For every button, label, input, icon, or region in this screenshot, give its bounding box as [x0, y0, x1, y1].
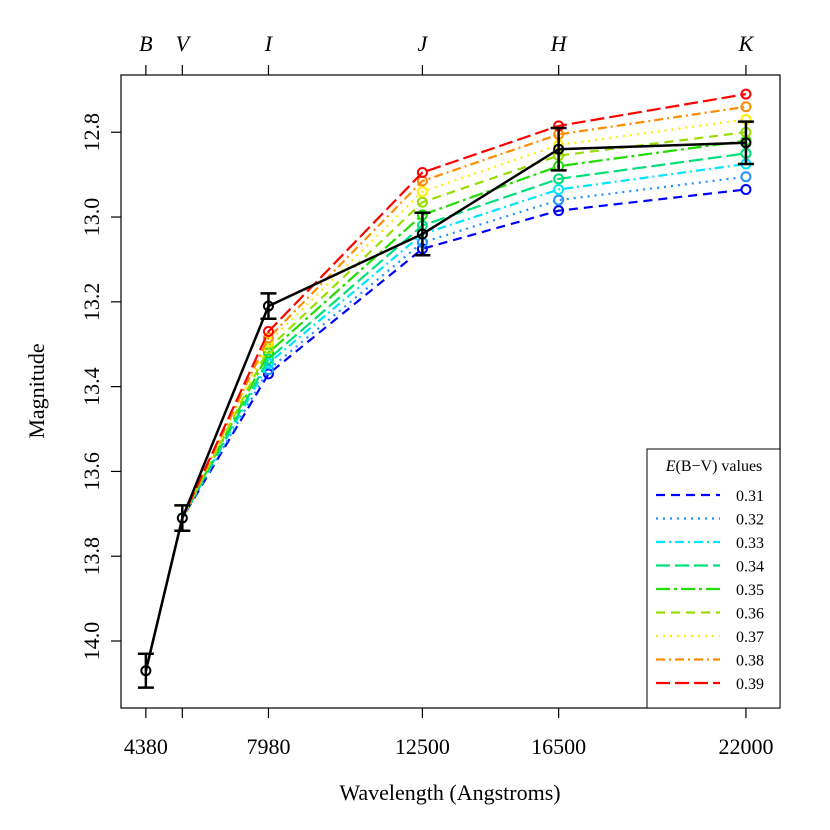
- legend-item-0.34: 0.34: [656, 559, 764, 576]
- observed-point-4: [550, 126, 567, 172]
- legend-item-0.31: 0.31: [656, 488, 764, 505]
- legend-label-0.33: 0.33: [736, 535, 764, 552]
- series-line-0.32: [144, 175, 747, 671]
- band-label-H: H: [550, 31, 568, 56]
- y-tick-label-5: 13.8: [79, 537, 104, 576]
- series-line-0.33: [144, 162, 747, 671]
- y-tick-label-0: 12.8: [79, 113, 104, 152]
- series-point-0.39-0: [262, 326, 274, 338]
- observed-point-2: [260, 292, 277, 321]
- series-point-0.34-2: [553, 173, 565, 185]
- series-point-0.31-0: [262, 368, 274, 380]
- series-point-0.38-3: [740, 101, 752, 113]
- series-point-0.32-3: [740, 171, 752, 183]
- series-line-0.36: [144, 131, 747, 671]
- legend-item-0.33: 0.33: [656, 535, 764, 552]
- observed-layer: [137, 120, 754, 689]
- legend-label-0.34: 0.34: [736, 559, 764, 576]
- observed-marker-4: [553, 143, 565, 155]
- legend-title-argument: (B−V): [676, 458, 718, 475]
- observed-marker-2: [262, 300, 274, 312]
- legend-title-variable: E: [665, 458, 676, 475]
- legend-title: E(B−V) values: [665, 458, 763, 475]
- y-axis: 12.8 13.0 13.2 13.4 13.6 13.8 14.0: [79, 113, 121, 660]
- plot-frame: [120, 74, 781, 709]
- observed-point-0: [137, 652, 154, 689]
- series-point-0.32-2: [553, 194, 565, 206]
- band-label-I: I: [264, 31, 274, 56]
- legend-label-0.35: 0.35: [736, 582, 764, 599]
- observed-marker-3: [416, 228, 428, 240]
- y-tick-label-6: 14.0: [79, 622, 104, 661]
- series-point-0.33-2: [553, 183, 565, 195]
- legend-title-suffix: values: [717, 458, 762, 475]
- series-line-0.31: [144, 188, 747, 671]
- series-point-0.37-1: [416, 186, 428, 198]
- plot-frame-group: [120, 74, 781, 709]
- band-label-K: K: [738, 31, 755, 56]
- legend-label-0.39: 0.39: [736, 676, 764, 693]
- legend-label-0.37: 0.37: [736, 629, 764, 646]
- band-label-V: V: [176, 31, 192, 56]
- y-tick-label-1: 13.0: [79, 198, 104, 237]
- x-tick-label-2: 12500: [395, 734, 450, 759]
- y-axis-title: Magnitude: [24, 343, 49, 438]
- x-axis: 4380 7980 12500 16500 22000: [124, 708, 773, 759]
- legend-label-0.32: 0.32: [736, 512, 764, 529]
- observed-marker-5: [740, 137, 752, 149]
- series-point-0.36-1: [416, 196, 428, 208]
- x-tick-label-4: 22000: [718, 734, 773, 759]
- band-label-J: J: [418, 31, 429, 56]
- x-tick-label-0: 4380: [124, 734, 168, 759]
- legend-label-0.31: 0.31: [736, 488, 764, 505]
- legend-item-0.37: 0.37: [656, 629, 764, 646]
- legend-label-0.38: 0.38: [736, 653, 764, 670]
- y-tick-label-3: 13.4: [79, 367, 104, 406]
- legend-item-0.36: 0.36: [656, 606, 764, 623]
- legend: E(B−V) values 0.310.320.330.340.350.360.…: [646, 448, 781, 709]
- x-axis-title: Wavelength (Angstroms): [339, 780, 560, 805]
- observed-point-3: [414, 211, 431, 257]
- y-tick-label-4: 13.6: [79, 452, 104, 491]
- legend-item-0.38: 0.38: [656, 653, 764, 670]
- y-tick-label-2: 13.2: [79, 283, 104, 322]
- legend-item-0.39: 0.39: [656, 676, 764, 693]
- legend-items: 0.31 0.32 0.33 0.34 0.35 0.36 0.37 0.38 0.39: [656, 488, 764, 693]
- x-tick-label-1: 7980: [246, 734, 290, 759]
- legend-item-0.35: 0.35: [656, 582, 764, 599]
- observed-line: [144, 141, 746, 671]
- band-label-B: B: [139, 31, 152, 56]
- legend-item-0.32: 0.32: [656, 512, 764, 529]
- observed-point-1: [174, 504, 191, 533]
- series-point-0.38-0: [262, 332, 274, 344]
- series-point-0.39-1: [416, 167, 428, 179]
- series-line-0.34: [144, 152, 747, 671]
- legend-box: [646, 448, 781, 709]
- observed-marker-0: [140, 665, 152, 677]
- legend-label-0.36: 0.36: [736, 606, 764, 623]
- series-point-0.39-3: [740, 88, 752, 100]
- series-point-0.31-3: [740, 183, 752, 195]
- observed-point-5: [737, 120, 754, 166]
- observed-marker-1: [176, 512, 188, 524]
- series-point-0.31-2: [553, 205, 565, 217]
- series-line-0.37: [144, 118, 747, 671]
- x-tick-label-3: 16500: [531, 734, 586, 759]
